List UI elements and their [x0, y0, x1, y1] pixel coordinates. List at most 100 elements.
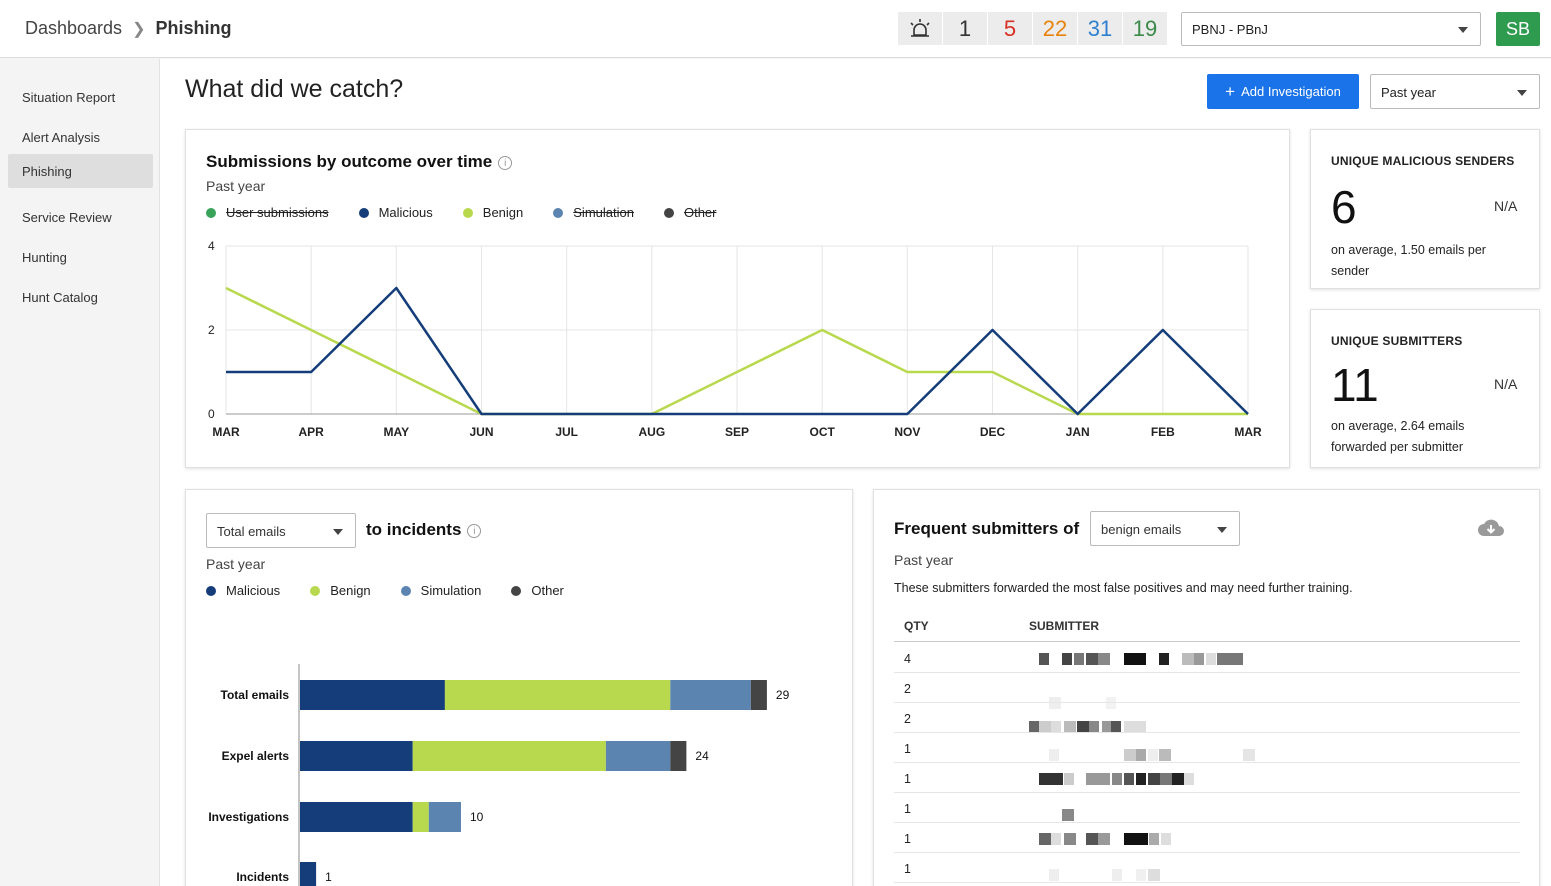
redacted-submitter-block — [1149, 833, 1159, 845]
org-select[interactable]: PBNJ - PBnJ — [1181, 12, 1481, 46]
alert-count-tuning[interactable]: 19 — [1123, 12, 1167, 45]
redacted-submitter-block — [1039, 833, 1051, 845]
unique-submitters-label: UNIQUE SUBMITTERS — [1331, 334, 1463, 348]
bar-segment-malicious[interactable] — [300, 862, 317, 886]
legend-item[interactable]: Simulation — [553, 205, 634, 220]
redacted-submitter-block — [1051, 721, 1061, 733]
redacted-submitter-block — [1124, 833, 1148, 845]
redacted-submitter-block — [1064, 833, 1076, 845]
bar-segment-benign[interactable] — [412, 741, 606, 771]
incidents-title: to incidents i — [366, 520, 482, 540]
alert-count-value: 22 — [1042, 15, 1068, 41]
redacted-submitter-block — [1098, 833, 1110, 845]
x-tick-label: MAR — [1234, 425, 1262, 439]
redacted-submitter-block — [1206, 653, 1216, 665]
legend-item[interactable]: Other — [663, 205, 716, 220]
x-tick-label: JAN — [1066, 425, 1090, 439]
redacted-submitter-block — [1136, 869, 1146, 881]
metric-select[interactable]: Total emails — [206, 513, 356, 548]
legend-item[interactable]: Malicious — [206, 583, 280, 598]
legend-dot-icon — [663, 207, 674, 218]
redacted-submitter-block — [1102, 721, 1112, 733]
legend-item[interactable]: User submissions — [206, 205, 329, 220]
legend-label: Benign — [482, 205, 524, 220]
add-investigation-button[interactable]: + Add Investigation — [1207, 74, 1359, 109]
redacted-submitter-block — [1039, 773, 1063, 785]
redacted-submitter-block — [1159, 653, 1169, 665]
x-tick-label: FEB — [1151, 425, 1175, 439]
legend-item[interactable]: Other — [511, 583, 564, 598]
x-tick-label: SEP — [725, 425, 749, 439]
bar-segment-malicious[interactable] — [300, 741, 413, 771]
redacted-submitter-block — [1161, 833, 1171, 845]
alert-count-medium[interactable]: 22 — [1033, 12, 1077, 45]
redacted-submitter-block — [1124, 721, 1146, 733]
redacted-submitter-block — [1136, 773, 1146, 785]
bar-segment-simulation[interactable] — [428, 802, 461, 832]
cloud-download-icon[interactable] — [1477, 518, 1505, 543]
alert-count-critical[interactable]: 1 — [943, 12, 987, 45]
sidebar-item-alert-analysis[interactable]: Alert Analysis — [22, 130, 101, 145]
breadcrumb-dashboards[interactable]: Dashboards — [25, 18, 123, 38]
sidebar-item-phishing[interactable]: Phishing — [8, 154, 153, 188]
bar-segment-malicious[interactable] — [300, 680, 445, 710]
series-line-malicious[interactable] — [226, 286, 1249, 416]
sidebar-item-hunt-catalog[interactable]: Hunt Catalog — [22, 290, 98, 305]
bar-segment-other[interactable] — [670, 741, 687, 771]
alarm-icon[interactable] — [898, 12, 942, 45]
row-qty: 1 — [904, 742, 911, 756]
redacted-submitter-block — [1124, 749, 1136, 761]
legend-item[interactable]: Malicious — [358, 205, 433, 220]
bar-segment-benign[interactable] — [444, 680, 671, 710]
bar-segment-benign[interactable] — [412, 802, 429, 832]
alert-count-low[interactable]: 31 — [1078, 12, 1122, 45]
row-qty: 1 — [904, 862, 911, 876]
legend-label: Other — [531, 583, 564, 598]
row-qty: 1 — [904, 772, 911, 786]
redacted-submitter-block — [1049, 749, 1059, 761]
alert-count-high[interactable]: 5 — [988, 12, 1032, 45]
bar-total-label: 10 — [470, 810, 484, 824]
legend-label: Simulation — [573, 205, 634, 220]
legend-item[interactable]: Simulation — [400, 583, 481, 598]
sidebar-item-service-review[interactable]: Service Review — [22, 210, 112, 225]
alert-count-value: 19 — [1132, 15, 1158, 41]
legend-item[interactable]: Benign — [310, 583, 371, 598]
submitter-type-value: benign emails — [1101, 522, 1182, 537]
bar-segment-simulation[interactable] — [605, 741, 671, 771]
time-range-select[interactable]: Past year — [1370, 74, 1540, 109]
legend-dot-icon — [462, 207, 473, 218]
x-tick-label: APR — [298, 425, 324, 439]
incidents-period: Past year — [206, 556, 266, 572]
redacted-submitter-block — [1062, 653, 1072, 665]
column-qty[interactable]: QTY — [904, 619, 929, 633]
redacted-submitter-block — [1184, 773, 1194, 785]
redacted-submitter-block — [1136, 749, 1146, 761]
bar-segment-malicious[interactable] — [300, 802, 413, 832]
redacted-submitter-block — [1243, 749, 1255, 761]
avatar[interactable]: SB — [1496, 12, 1540, 46]
redacted-submitter-block — [1051, 833, 1061, 845]
table-row-divider — [894, 702, 1520, 703]
redacted-submitter-block — [1039, 653, 1049, 665]
info-icon[interactable]: i — [498, 155, 513, 170]
submissions-period: Past year — [206, 178, 266, 194]
bar-segment-simulation[interactable] — [670, 680, 751, 710]
redacted-submitter-block — [1086, 833, 1098, 845]
redacted-submitter-block — [1111, 721, 1121, 733]
column-submitter[interactable]: SUBMITTER — [1029, 619, 1099, 633]
sidebar-item-hunting[interactable]: Hunting — [22, 250, 67, 265]
table-row-divider — [894, 732, 1520, 733]
legend-dot-icon — [206, 585, 216, 596]
caret-down-icon — [333, 529, 343, 535]
submissions-legend: User submissions Malicious Benign Simulatio… — [206, 205, 746, 220]
org-select-value: PBNJ - PBnJ — [1192, 22, 1268, 37]
info-icon[interactable]: i — [467, 523, 482, 538]
y-tick-label: 2 — [208, 323, 215, 337]
breadcrumb-current: Phishing — [155, 18, 232, 38]
submitter-type-select[interactable]: benign emails — [1090, 511, 1240, 546]
legend-item[interactable]: Benign — [462, 205, 524, 220]
sidebar-item-situation-report[interactable]: Situation Report — [22, 90, 116, 105]
bar-segment-other[interactable] — [750, 680, 767, 710]
desc-line: sender — [1331, 264, 1370, 278]
